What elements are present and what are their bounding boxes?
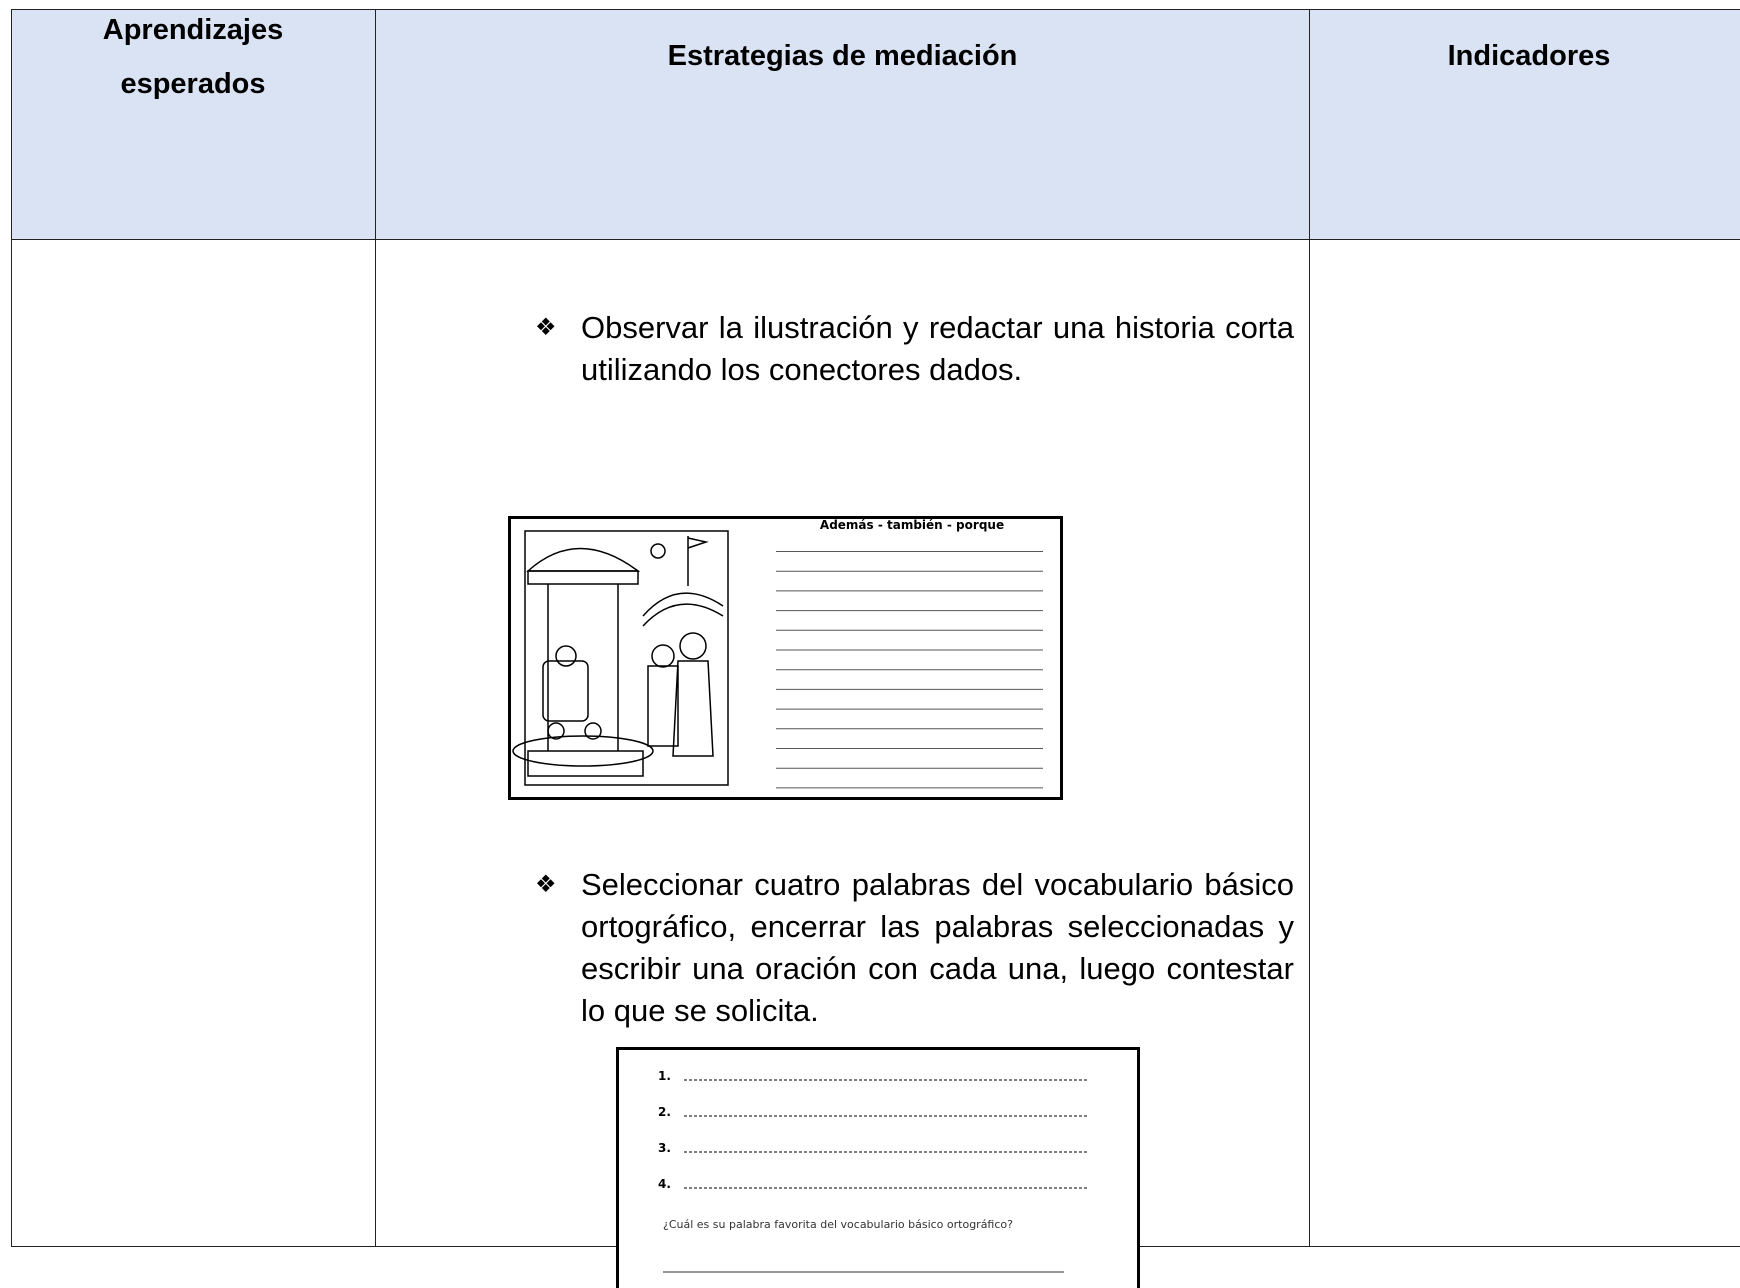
connectors-title: Además - también - porque bbox=[820, 518, 1004, 532]
item-number: 4. bbox=[658, 1177, 671, 1191]
illustration-worksheet: Además - también - porque bbox=[508, 516, 1063, 800]
writing-lines bbox=[776, 551, 1043, 789]
bullet-symbol: ❖ bbox=[535, 314, 557, 341]
header-cell bbox=[1309, 9, 1740, 240]
vocabulary-worksheet: 1. 2. 3. 4. ¿Cuál es su palabra favorita de… bbox=[616, 1047, 1140, 1288]
column-header: Aprendizajes esperados bbox=[102, 14, 284, 100]
item-number: 3. bbox=[658, 1141, 671, 1155]
question: ¿Cuál es su palabra favorita del vocabul… bbox=[663, 1218, 1013, 1231]
header-cell bbox=[375, 9, 1310, 240]
header-cell bbox=[11, 9, 376, 240]
column-header: Indicadores bbox=[1447, 40, 1611, 72]
column-header: Estrategias de mediación bbox=[667, 40, 1018, 72]
carousel-drawing bbox=[512, 536, 724, 777]
strategy-text: Seleccionar cuatro palabras del vocabula… bbox=[581, 867, 1294, 1028]
item-number: 1. bbox=[658, 1069, 671, 1083]
picture-frame bbox=[524, 530, 729, 786]
bullet-symbol: ❖ bbox=[535, 871, 557, 898]
numbered-lines: 1. 2. 3. 4. bbox=[658, 1069, 1087, 1191]
body-cell bbox=[1309, 239, 1740, 1247]
body-cell bbox=[11, 239, 376, 1247]
item-number: 2. bbox=[658, 1105, 671, 1119]
figure-border bbox=[616, 1047, 1140, 1288]
strategy-text: Observar la ilustración y redactar una h… bbox=[581, 310, 1294, 387]
